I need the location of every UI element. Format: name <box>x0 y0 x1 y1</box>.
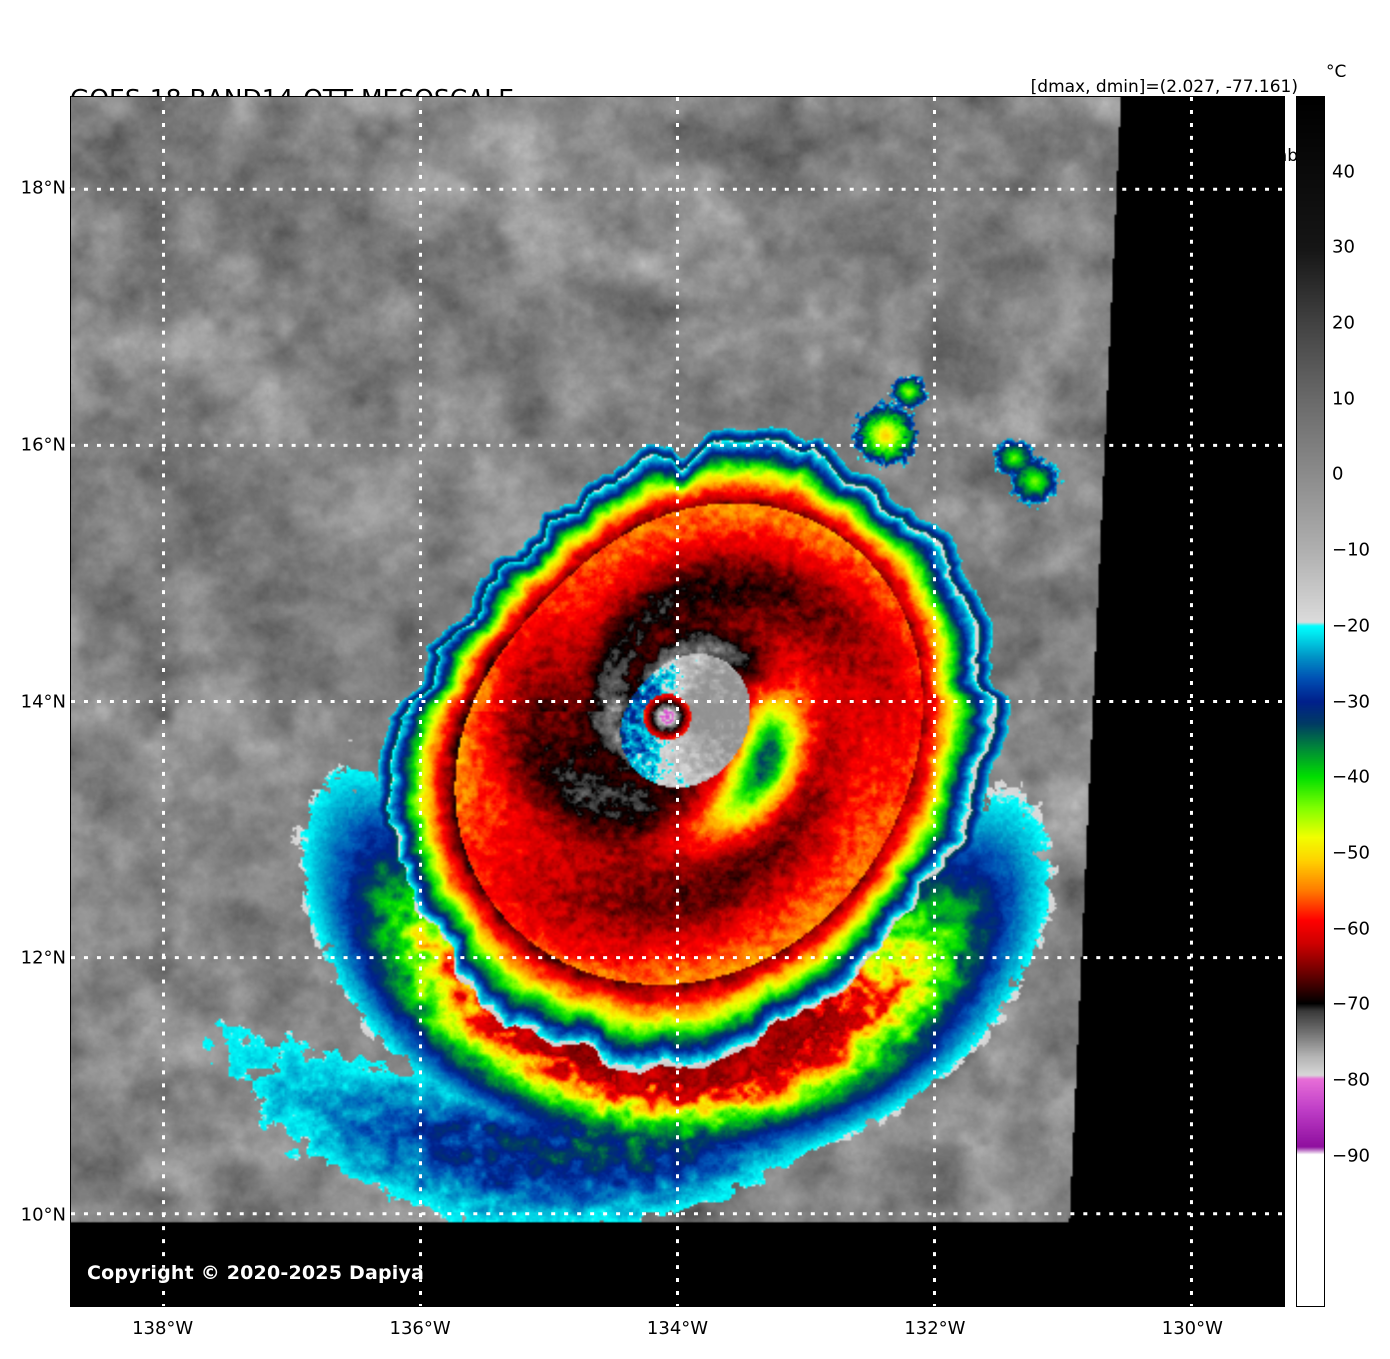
lat-tick-4: 10°N <box>20 1204 66 1226</box>
colorbar-tick-8: −40 <box>1332 766 1370 788</box>
colorbar-tick-1: 30 <box>1332 236 1355 258</box>
colorbar-tick-6: −20 <box>1332 615 1370 637</box>
colorbar-tick-7: −30 <box>1332 691 1370 712</box>
satellite-image-plot: Copyright © 2020-2025 Dapiya <box>70 96 1285 1307</box>
colorbar-tick-5: −10 <box>1332 539 1370 561</box>
lon-tick-4: 130°W <box>1161 1318 1223 1339</box>
lat-tick-0: 18°N <box>20 177 66 199</box>
colorbar-tick-9: −50 <box>1332 842 1370 864</box>
lat-tick-1: 16°N <box>20 434 66 456</box>
lon-tick-2: 134°W <box>646 1318 709 1339</box>
copyright-label: Copyright © 2020-2025 Dapiya <box>87 1262 425 1284</box>
dmax-dmin-label: [dmax, dmin]=(2.027, -77.161) <box>1030 76 1298 97</box>
lat-tick-2: 14°N <box>20 691 66 712</box>
temperature-colorbar <box>1296 96 1325 1307</box>
colorbar-tick-4: 0 <box>1332 463 1344 485</box>
lat-tick-3: 12°N <box>20 947 66 969</box>
lon-tick-3: 132°W <box>904 1318 966 1339</box>
infrared-satellite-imagery <box>71 97 1284 1306</box>
lon-tick-0: 138°W <box>132 1318 194 1339</box>
colorbar-units-label: °C <box>1326 62 1347 82</box>
colorbar-tick-3: 10 <box>1332 388 1355 410</box>
colorbar-tick-0: 40 <box>1332 161 1355 183</box>
colorbar-tick-2: 20 <box>1332 312 1355 334</box>
colorbar-gradient <box>1297 97 1324 1306</box>
lon-tick-1: 136°W <box>389 1318 451 1339</box>
colorbar-tick-12: −80 <box>1332 1069 1370 1091</box>
colorbar-tick-10: −60 <box>1332 918 1370 940</box>
colorbar-tick-13: −90 <box>1332 1145 1370 1167</box>
colorbar-tick-11: −70 <box>1332 993 1370 1015</box>
